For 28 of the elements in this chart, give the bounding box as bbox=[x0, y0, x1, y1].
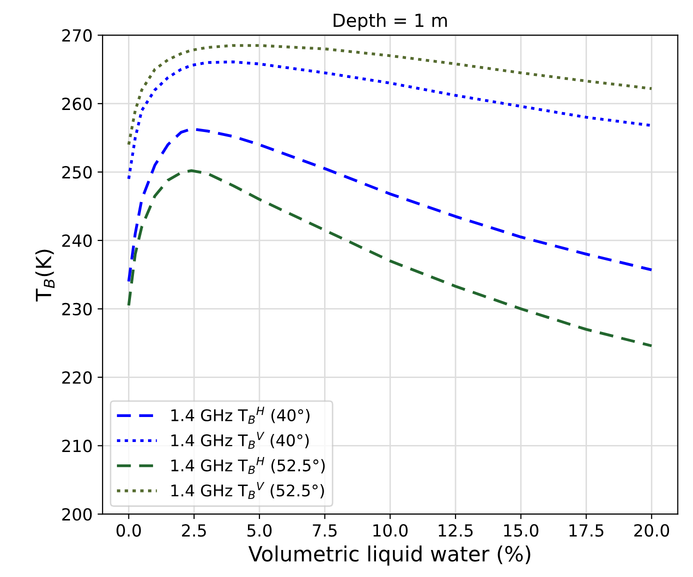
x-tick-label: 12.5 bbox=[438, 524, 473, 537]
y-tick-label: 200 bbox=[62, 508, 92, 521]
chart-title: Depth = 1 m bbox=[334, 13, 447, 31]
y-tick-label: 260 bbox=[62, 98, 92, 110]
x-tick-label: 10.0 bbox=[373, 524, 408, 537]
line-series bbox=[127, 60, 653, 180]
line-series bbox=[127, 169, 653, 348]
x-tick-label: 2.5 bbox=[182, 524, 206, 537]
y-tick-label: 230 bbox=[62, 302, 92, 316]
x-axis-title: Volumetric liquid water (%) bbox=[248, 546, 530, 566]
y-tick-label: 220 bbox=[62, 371, 92, 384]
legend-label: 1.4 GHz T$_{B}$$^{V}$ (40°) bbox=[171, 432, 309, 449]
y-tick-label: 250 bbox=[62, 166, 92, 179]
y-axis-title: T$_{B}$(K) bbox=[35, 250, 55, 302]
y-tick-label: 240 bbox=[62, 234, 92, 248]
x-tick-label: 17.5 bbox=[570, 524, 604, 537]
legend-label: 1.4 GHz T$_{B}$$^{H}$ (52.5°) bbox=[171, 456, 325, 474]
x-tick-label: 0.0 bbox=[116, 524, 141, 537]
line-series bbox=[127, 128, 653, 283]
x-tick-label: 5.0 bbox=[247, 524, 272, 537]
legend-label: 1.4 GHz T$_{B}$$^{V}$ (52.5°) bbox=[171, 482, 324, 499]
legend-label: 1.4 GHz T$_{B}$$^{H}$ (40°) bbox=[171, 406, 310, 424]
y-tick-label: 270 bbox=[62, 29, 92, 42]
x-tick-label: 7.5 bbox=[312, 524, 337, 537]
y-tick-label: 210 bbox=[62, 440, 92, 452]
line-series bbox=[127, 44, 653, 146]
x-tick-label: 20.0 bbox=[634, 524, 670, 537]
x-tick-label: 15.0 bbox=[504, 524, 538, 537]
